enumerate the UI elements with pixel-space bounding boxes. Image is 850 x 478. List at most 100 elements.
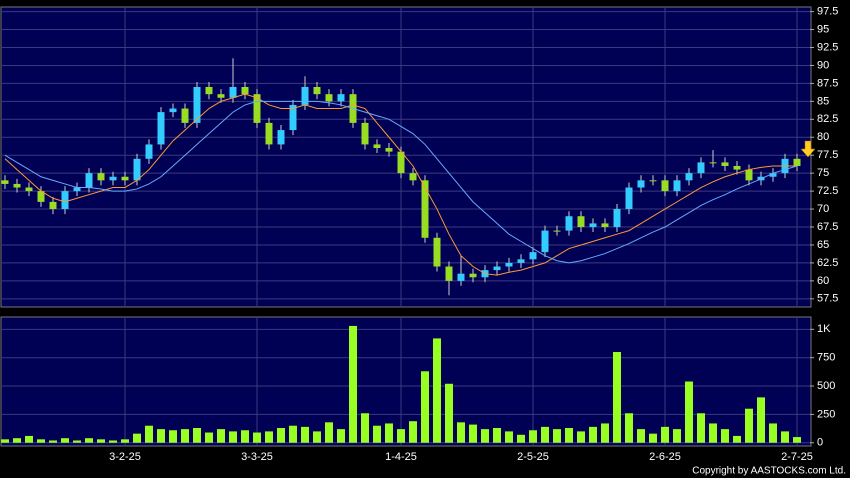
y-tick-label: 62.5 bbox=[817, 257, 838, 269]
volume-bar bbox=[673, 429, 681, 443]
candle-body bbox=[601, 223, 609, 228]
volume-bar bbox=[637, 429, 645, 443]
candle-body bbox=[529, 252, 537, 260]
candle-body bbox=[73, 187, 81, 192]
candle-body bbox=[181, 108, 189, 123]
candle-body bbox=[13, 183, 21, 188]
candle-body bbox=[337, 94, 345, 102]
y-tick-label: 70 bbox=[817, 203, 829, 215]
y-tick-label: 75 bbox=[817, 167, 829, 179]
candle-body bbox=[313, 86, 321, 95]
y-tick-label: 97.5 bbox=[817, 5, 838, 17]
candle-body bbox=[301, 86, 309, 105]
candle-body bbox=[409, 173, 417, 181]
volume-bar bbox=[133, 433, 141, 443]
y-tick-label: 90 bbox=[817, 59, 829, 71]
candle-body bbox=[505, 262, 513, 267]
candle-body bbox=[277, 130, 285, 145]
y-tick-label: 92.5 bbox=[817, 41, 838, 53]
candle-body bbox=[709, 162, 717, 164]
volume-bar bbox=[289, 425, 297, 443]
candle-body bbox=[121, 176, 129, 181]
volume-bar bbox=[709, 423, 717, 443]
y-tick-label: 250 bbox=[817, 408, 835, 420]
candle-body bbox=[721, 162, 729, 166]
y-tick-label: 750 bbox=[817, 352, 835, 364]
candle-body bbox=[265, 122, 273, 145]
volume-bar bbox=[481, 429, 489, 443]
volume-bar bbox=[301, 426, 309, 443]
y-tick-label: 80 bbox=[817, 131, 829, 143]
volume-bar bbox=[745, 408, 753, 443]
candle-body bbox=[517, 259, 525, 263]
volume-bar bbox=[73, 440, 81, 443]
volume-bar bbox=[781, 431, 789, 443]
volume-bar bbox=[685, 381, 693, 443]
x-tick-label: 2-5-25 bbox=[517, 451, 549, 463]
volume-bar bbox=[553, 429, 561, 443]
volume-bar bbox=[589, 426, 597, 443]
volume-bar bbox=[193, 427, 201, 443]
x-tick-label: 3-3-25 bbox=[241, 451, 273, 463]
volume-bar bbox=[613, 352, 621, 443]
candle-body bbox=[193, 86, 201, 123]
volume-bar bbox=[61, 438, 69, 443]
candle-body bbox=[541, 230, 549, 253]
x-tick-label: 2-6-25 bbox=[649, 451, 681, 463]
candle-body bbox=[745, 169, 753, 181]
volume-bar bbox=[661, 426, 669, 443]
volume-bar bbox=[445, 383, 453, 443]
y-tick-label: 77.5 bbox=[817, 149, 838, 161]
y-tick-label: 87.5 bbox=[817, 77, 838, 89]
volume-bar bbox=[169, 430, 177, 443]
x-tick-label: 2-7-25 bbox=[781, 451, 813, 463]
candle-body bbox=[553, 230, 561, 232]
volume-bar bbox=[121, 439, 129, 443]
volume-bar bbox=[577, 431, 585, 443]
candle-body bbox=[397, 151, 405, 174]
y-tick-label: 0 bbox=[817, 437, 823, 449]
candle-body bbox=[673, 180, 681, 192]
volume-bar bbox=[97, 439, 105, 443]
volume-panel bbox=[0, 316, 812, 447]
y-tick-label: 500 bbox=[817, 380, 835, 392]
copyright: Copyright by AASTOCKS.com Ltd. bbox=[692, 466, 846, 477]
volume-bar bbox=[601, 423, 609, 443]
candle-body bbox=[133, 158, 141, 181]
y-tick-label: 1K bbox=[817, 323, 831, 335]
candle-body bbox=[289, 104, 297, 131]
volume-bar bbox=[157, 429, 165, 443]
volume-bar bbox=[85, 438, 93, 443]
volume-bar bbox=[733, 435, 741, 443]
candle-body bbox=[733, 165, 741, 170]
volume-bar bbox=[277, 427, 285, 443]
candle-body bbox=[361, 122, 369, 145]
y-tick-label: 95 bbox=[817, 23, 829, 35]
candle-body bbox=[649, 180, 657, 182]
volume-bar bbox=[145, 425, 153, 443]
volume-bar bbox=[493, 427, 501, 443]
volume-bar bbox=[769, 423, 777, 443]
candle-body bbox=[421, 180, 429, 238]
x-tick-label: 1-4-25 bbox=[385, 451, 417, 463]
volume-bar bbox=[37, 439, 45, 443]
y-tick-label: 85 bbox=[817, 95, 829, 107]
candle-body bbox=[253, 94, 261, 123]
candle-body bbox=[493, 266, 501, 271]
candle-body bbox=[97, 173, 105, 181]
volume-bar bbox=[109, 440, 117, 443]
candle-body bbox=[217, 94, 225, 98]
candle-body bbox=[145, 144, 153, 159]
volume-bar bbox=[1, 439, 9, 443]
candle-body bbox=[1, 180, 9, 184]
volume-bar bbox=[541, 426, 549, 443]
candle-body bbox=[49, 201, 57, 210]
volume-bar bbox=[337, 429, 345, 443]
moving-average-line bbox=[4, 100, 798, 264]
volume-bar bbox=[205, 432, 213, 443]
volume-bar bbox=[385, 423, 393, 443]
candle-body bbox=[169, 108, 177, 113]
volume-bar bbox=[517, 434, 525, 443]
y-tick-label: 67.5 bbox=[817, 221, 838, 233]
candle-body bbox=[697, 162, 705, 174]
